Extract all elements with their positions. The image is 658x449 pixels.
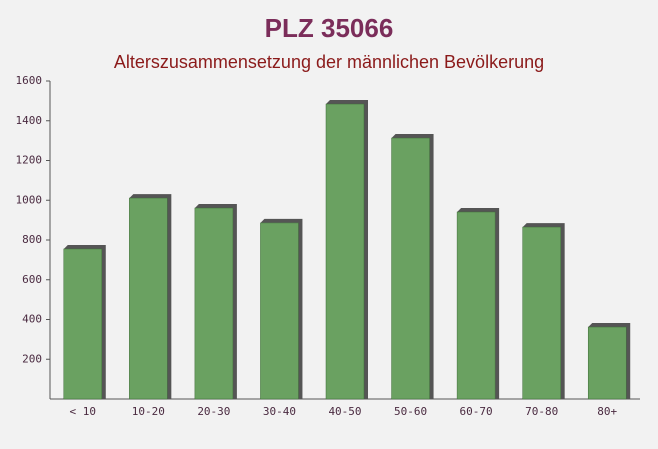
x-tick-label: 80+ <box>597 405 617 418</box>
bar <box>63 248 103 400</box>
y-tick-label: 200 <box>22 352 42 365</box>
bar <box>456 211 496 400</box>
bar <box>587 326 627 400</box>
y-tick-label: 1200 <box>16 154 43 167</box>
bar <box>391 137 430 400</box>
bar <box>260 222 299 400</box>
y-tick-label: 1400 <box>16 114 43 127</box>
y-tick-label: 1600 <box>16 74 43 87</box>
x-tick-label: 40-50 <box>328 405 361 418</box>
chart-title: PLZ 35066 <box>265 13 394 43</box>
chart-subtitle: Alterszusammensetzung der männlichen Bev… <box>114 52 544 72</box>
bar <box>129 197 168 400</box>
bar <box>522 226 561 400</box>
x-tick-label: 10-20 <box>132 405 165 418</box>
bar <box>325 103 365 400</box>
x-tick-label: < 10 <box>70 405 97 418</box>
y-tick-label: 600 <box>22 273 42 286</box>
x-tick-label: 70-80 <box>525 405 558 418</box>
bar <box>194 207 234 400</box>
x-tick-label: 20-30 <box>197 405 230 418</box>
x-tick-label: 60-70 <box>460 405 493 418</box>
y-tick-label: 800 <box>22 233 42 246</box>
y-tick-label: 1000 <box>16 193 43 206</box>
x-tick-label: 30-40 <box>263 405 296 418</box>
y-tick-label: 400 <box>22 313 42 326</box>
x-tick-label: 50-60 <box>394 405 427 418</box>
